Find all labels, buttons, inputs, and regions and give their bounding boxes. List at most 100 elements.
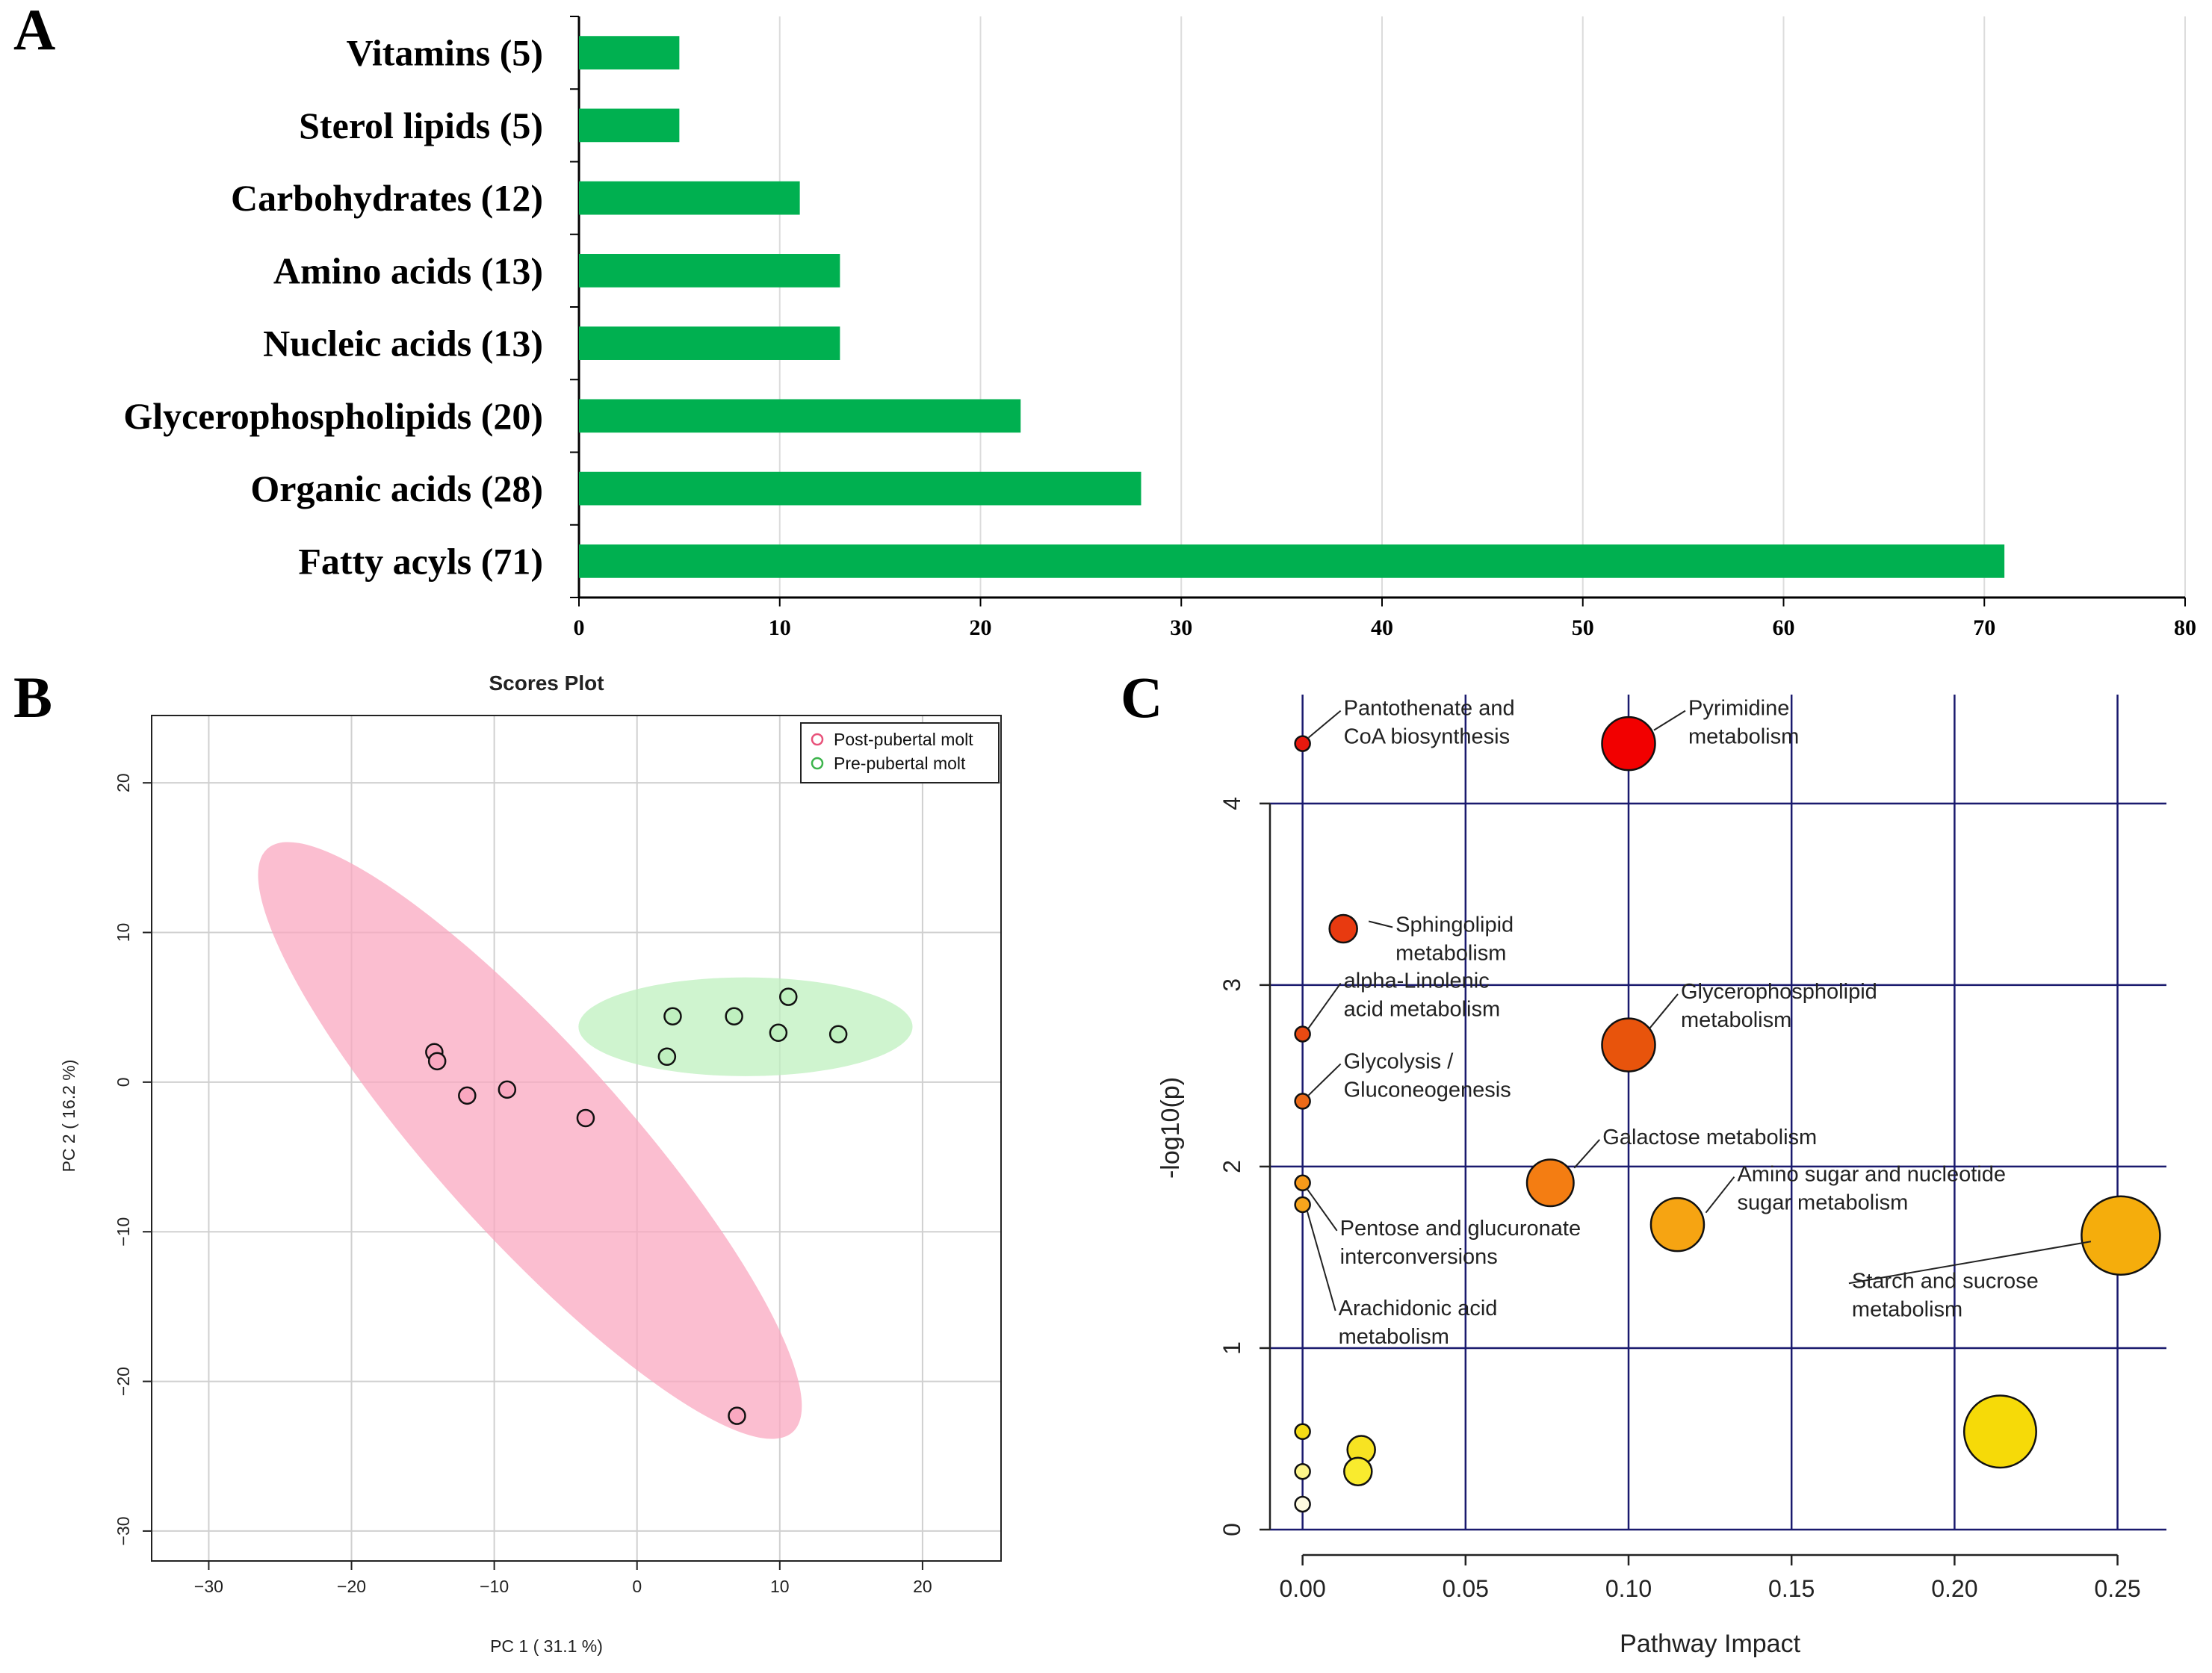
c-bubble-label: Galactose metabolism — [1602, 1126, 1817, 1149]
b-score-point — [663, 1007, 682, 1025]
c-bubble-label-line: Pentose and glucuronate — [1340, 1217, 1581, 1241]
a-bar — [579, 399, 1021, 433]
c-bubble — [1294, 1025, 1311, 1043]
c-bubble-label: Pentose and glucuronate interconversions — [1340, 1217, 1581, 1269]
b-confidence-ellipse — [258, 842, 802, 1439]
b-x-tick-label: 20 — [913, 1577, 932, 1596]
a-bar — [579, 181, 800, 215]
a-x-tick-label: 40 — [1371, 615, 1393, 640]
b-legend-marker — [811, 757, 824, 770]
c-y-tick-label: 3 — [1218, 978, 1245, 992]
c-label-leader — [1573, 1139, 1601, 1169]
b-confidence-ellipse — [578, 977, 913, 1076]
c-label-leader — [1306, 1188, 1338, 1232]
a-x-tick-label: 0 — [574, 615, 585, 640]
c-bubble-label-line: sugar metabolism — [1737, 1191, 1908, 1215]
a-x-tick-label: 70 — [1973, 615, 1995, 640]
a-x-tick-label: 30 — [1170, 615, 1192, 640]
a-x-tick-label: 50 — [1572, 615, 1594, 640]
c-label-leader — [1307, 710, 1342, 739]
b-score-point — [458, 1086, 477, 1105]
b-x-tick-label: 0 — [632, 1577, 642, 1596]
c-bubble-label: Arachidonic acid metabolism — [1339, 1297, 1498, 1349]
c-label-leader — [1653, 710, 1686, 731]
b-score-point — [657, 1047, 677, 1067]
b-x-tick-label: −20 — [337, 1577, 366, 1596]
b-legend-box — [800, 722, 1000, 783]
c-bubble-label-line: Galactose metabolism — [1602, 1126, 1817, 1149]
c-label-leader — [1368, 920, 1393, 928]
c-y-axis-label: -log10(p) — [1156, 1077, 1185, 1179]
c-bubble-label-line: Amino sugar and nucleotide — [1737, 1163, 2006, 1187]
c-bubble — [1294, 735, 1311, 752]
c-bubble — [1962, 1394, 2037, 1469]
c-bubble-label: alpha-Linolenic acid metabolism — [1344, 969, 1501, 1021]
b-legend-label: Post-pubertal molt — [834, 730, 973, 749]
c-x-axis-label: Pathway Impact — [1620, 1630, 1800, 1658]
b-y-tick-label: −10 — [114, 1217, 133, 1247]
panel-letter-c: C — [1121, 665, 1162, 730]
a-x-tick-label: 60 — [1773, 615, 1795, 640]
c-bubble — [1525, 1158, 1575, 1208]
c-bubble — [1294, 1495, 1311, 1513]
b-score-point — [728, 1406, 746, 1425]
b-x-tick-label: −30 — [194, 1577, 223, 1596]
panel-letter-a: A — [13, 0, 55, 62]
a-category-label: Amino acids (13) — [273, 249, 543, 291]
b-x-tick-label: 10 — [770, 1577, 790, 1596]
c-bubble — [1343, 1456, 1373, 1486]
c-bubble — [1294, 1462, 1311, 1480]
a-x-tick-label: 80 — [2174, 615, 2196, 640]
a-bar — [579, 326, 840, 360]
c-x-tick-label: 0.25 — [2094, 1575, 2140, 1602]
c-bubble-label-line: Glycerophospholipid — [1681, 980, 1877, 1004]
a-bar — [579, 254, 840, 288]
c-bubble-label-line: Pyrimidine — [1688, 697, 1789, 721]
c-label-leader — [1649, 993, 1679, 1029]
b-y-axis-label: PC 2 ( 16.2 %) — [59, 1060, 78, 1173]
c-x-tick-label: 0.15 — [1768, 1575, 1815, 1602]
c-x-tick-label: 0.10 — [1605, 1575, 1652, 1602]
c-bubble — [1601, 716, 1656, 772]
b-legend-marker — [811, 733, 824, 746]
b-x-axis-label: PC 1 ( 31.1 %) — [490, 1636, 603, 1656]
c-bubble-label-line: Starch and sucrose — [1852, 1269, 2039, 1293]
c-bubble-label-line: Pantothenate and — [1344, 697, 1515, 721]
c-bubble — [1294, 1174, 1311, 1192]
c-bubble-label: Glycerophospholipid metabolism — [1681, 980, 1877, 1032]
c-bubble-label: Pantothenate and CoA biosynthesis — [1344, 697, 1515, 749]
c-x-tick-label: 0.20 — [1931, 1575, 1977, 1602]
a-bar — [579, 108, 680, 143]
c-x-tick-label: 0.00 — [1279, 1575, 1325, 1602]
c-bubble-label-line: metabolism — [1339, 1325, 1449, 1349]
b-plot-frame — [151, 715, 1002, 1562]
c-bubble-label-line: metabolism — [1852, 1297, 1962, 1321]
a-category-label: Organic acids (28) — [250, 468, 543, 509]
a-category-label: Sterol lipids (5) — [299, 105, 543, 146]
c-bubble-label-line: alpha-Linolenic — [1344, 969, 1490, 993]
c-bubble — [2081, 1195, 2161, 1276]
a-bar — [579, 471, 1141, 506]
b-y-tick-label: 20 — [114, 773, 133, 792]
b-x-tick-label: −10 — [480, 1577, 509, 1596]
c-x-tick-label: 0.05 — [1443, 1575, 1489, 1602]
a-bar — [579, 36, 680, 69]
c-label-leader — [1848, 1241, 2092, 1285]
c-bubble-label: Sphingolipid metabolism — [1395, 913, 1514, 966]
c-y-tick-label: 1 — [1218, 1341, 1245, 1355]
b-score-point — [769, 1023, 788, 1043]
a-x-tick-label: 20 — [970, 615, 992, 640]
c-bubble-label-line: CoA biosynthesis — [1344, 725, 1510, 749]
a-category-label: Glycerophospholipids (20) — [123, 395, 543, 437]
c-bubble-label-line: metabolism — [1395, 942, 1506, 966]
c-bubble — [1649, 1196, 1706, 1253]
b-title: Scores Plot — [489, 671, 604, 695]
b-y-tick-label: −20 — [114, 1367, 133, 1396]
b-score-point — [576, 1108, 595, 1128]
c-bubble-label: Amino sugar and nucleotide sugar metaboli… — [1737, 1163, 2006, 1215]
c-label-leader — [1705, 1176, 1735, 1214]
c-y-tick-label: 2 — [1218, 1160, 1245, 1173]
c-bubble-label: Glycolysis / Gluconeogenesis — [1344, 1049, 1511, 1102]
panel-c-pathway-bubble-chart: 0.00 0.05 0.10 0.15 0.20 0.25 0 1 2 3 4 Pathway Imp… — [1156, 695, 2166, 1658]
